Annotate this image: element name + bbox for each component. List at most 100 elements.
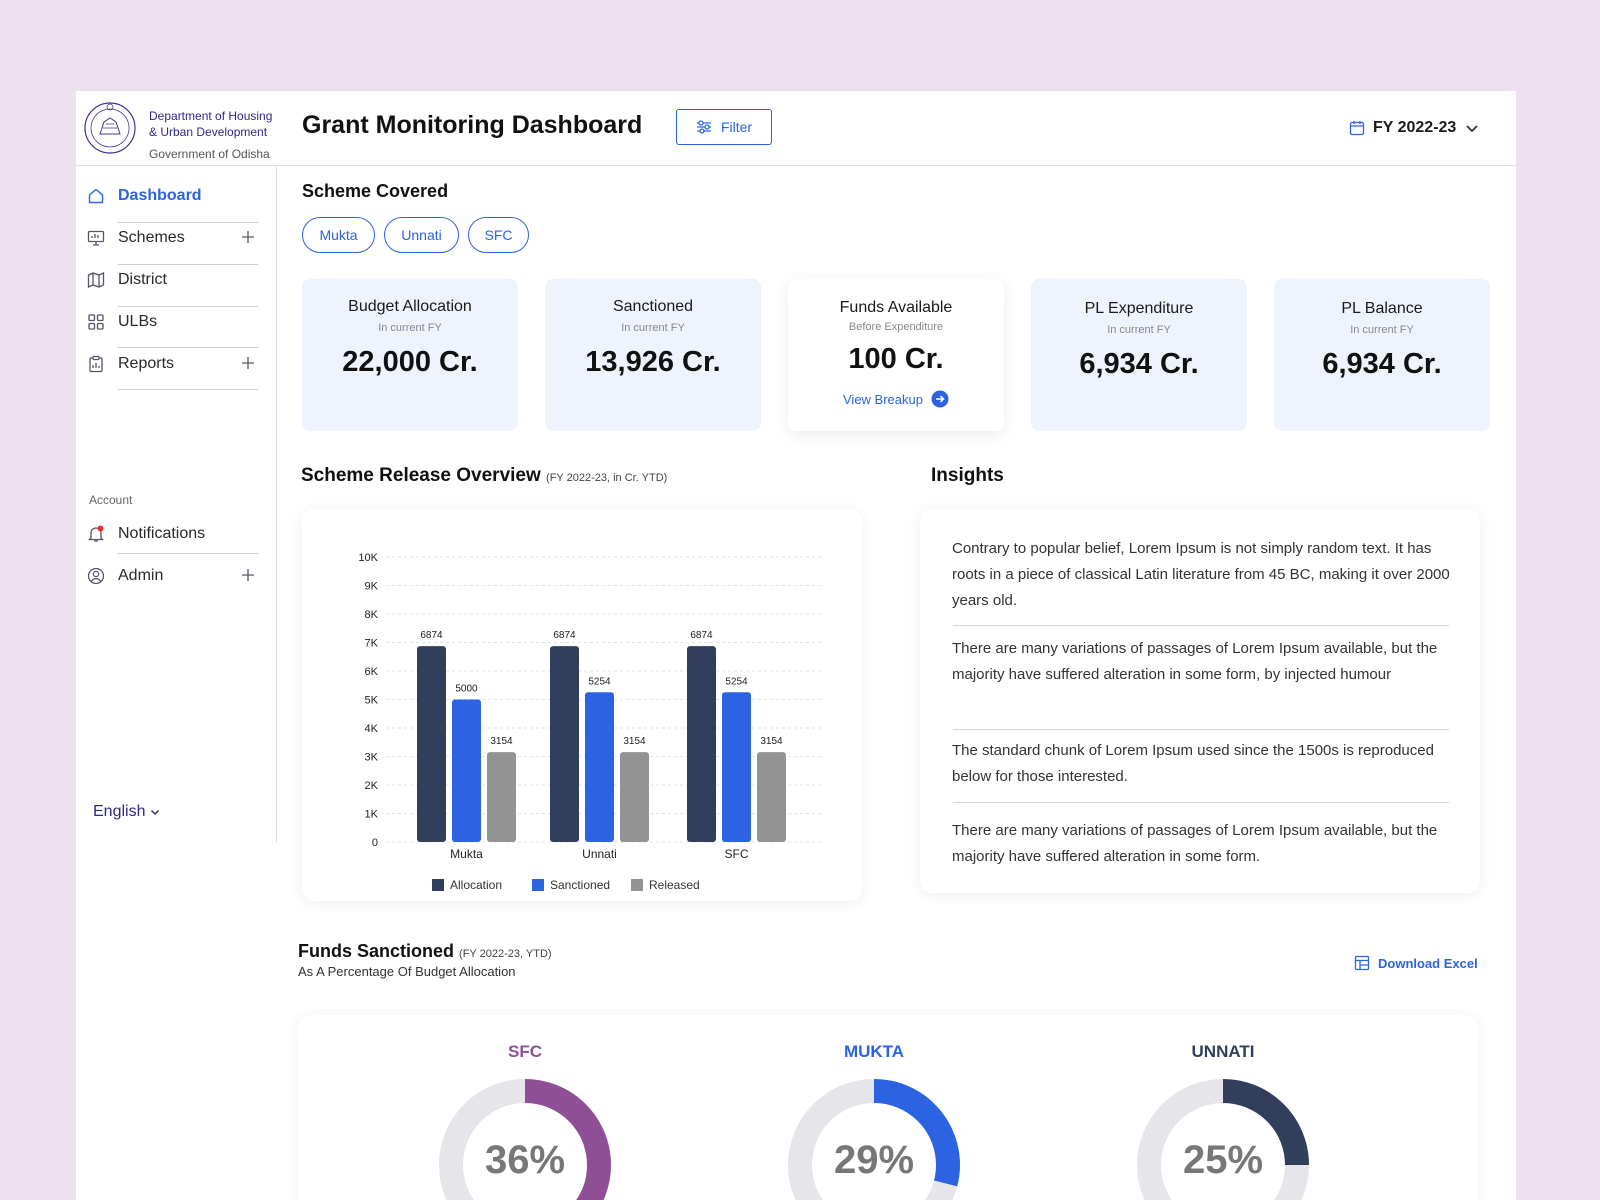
government-name: Government of Odisha [149, 147, 270, 161]
table-icon [1354, 955, 1370, 971]
bar-data-label: 5254 [588, 676, 611, 687]
divider [953, 802, 1449, 803]
card-title: PL Balance [1341, 300, 1423, 317]
divider [118, 553, 258, 554]
sidebar-item-ulbs[interactable]: ULBs [86, 301, 258, 342]
bar-data-label: 6874 [420, 630, 443, 641]
x-tick-label: Unnati [582, 847, 617, 861]
y-tick-label: 9K [365, 581, 379, 593]
funds-sanctioned-panel: SFC 36% MUKTA 29% UNNATI 25% [298, 1015, 1478, 1200]
card-subtitle: Before Expenditure [848, 321, 944, 333]
bar-sanctioned [585, 692, 614, 842]
sidebar-item-district[interactable]: District [86, 259, 258, 300]
plus-icon[interactable] [238, 227, 258, 247]
department-name-line1: Department of Housing [149, 109, 273, 123]
pl-balance-card: PL Balance In current FY 6,934 Cr. [1274, 279, 1490, 431]
bar-data-label: 3154 [623, 736, 646, 747]
calendar-icon [1349, 121, 1365, 136]
card-value: 22,000 Cr. [342, 346, 478, 378]
app-window: Department of Housing & Urban Developmen… [76, 91, 1516, 1200]
sidebar-item-label: ULBs [118, 312, 158, 330]
clipboard-icon [86, 354, 106, 374]
donut-title: MUKTA [843, 1042, 905, 1061]
donut-unnati: UNNATI 25% [1123, 1015, 1323, 1200]
bar-chart-svg: 0 1K 2K 3K 4K 5K 6K 7K 8K 9K 10K 6874 5000 3154 Mukta 6… [358, 552, 822, 892]
home-icon [86, 186, 106, 206]
y-tick-label: 3K [365, 752, 379, 764]
sliders-icon [696, 120, 711, 134]
funds-sanctioned-subtitle: (FY 2022-23, YTD) [459, 948, 552, 960]
card-title: PL Expenditure [1084, 300, 1194, 317]
sidebar-item-schemes[interactable]: Schemes [86, 217, 258, 258]
header: Department of Housing & Urban Developmen… [76, 91, 1516, 166]
y-tick-label: 1K [365, 809, 379, 821]
download-excel-label: Download Excel [1378, 955, 1478, 971]
fiscal-year-label: FY 2022-23 [1373, 119, 1457, 136]
arrow-right-circle-icon [931, 390, 949, 408]
department-logo[interactable]: Department of Housing & Urban Developmen… [82, 98, 282, 161]
sidebar-item-dashboard[interactable]: Dashboard [86, 175, 258, 216]
scheme-chip-sfc[interactable]: SFC [468, 217, 529, 253]
donut-chart-sfc [439, 1079, 611, 1200]
bar-released [620, 752, 649, 842]
fiscal-year-select[interactable]: FY 2022-23 [1349, 113, 1480, 143]
donut-mukta: MUKTA 29% [774, 1015, 974, 1200]
plus-icon[interactable] [238, 565, 258, 585]
sidebar-item-notifications[interactable]: Notifications [86, 513, 258, 554]
legend-label: Released [649, 878, 700, 892]
divider [118, 347, 258, 348]
monitor-icon [86, 228, 106, 248]
bar-allocation [417, 646, 446, 842]
map-icon [86, 270, 106, 290]
y-tick-label: 4K [365, 723, 379, 735]
x-tick-label: Mukta [450, 847, 483, 861]
divider [953, 625, 1449, 626]
y-tick-label: 5K [365, 695, 379, 707]
donut-title: UNNATI [1191, 1042, 1255, 1061]
scheme-chip-mukta[interactable]: Mukta [302, 217, 375, 253]
insight-item: Contrary to popular belief, Lorem Ipsum … [952, 540, 1450, 609]
budget-allocation-card: Budget Allocation In current FY 22,000 C… [302, 279, 518, 431]
y-tick-label: 6K [365, 666, 379, 678]
card-title: Funds Available [839, 299, 953, 316]
y-tick-label: 10K [358, 552, 378, 564]
download-excel-button[interactable]: Download Excel [1354, 955, 1478, 971]
donut-percent: 36% [484, 1138, 566, 1182]
card-title: Budget Allocation [348, 298, 472, 315]
view-breakup-link[interactable]: View Breakup [788, 390, 1004, 408]
insight-item: There are many variations of passages of… [952, 822, 1438, 865]
donut-chart-mukta [788, 1079, 960, 1200]
sidebar-item-label: Reports [118, 354, 175, 372]
donut-arc [439, 1079, 611, 1200]
divider [118, 389, 258, 390]
release-overview-chart: 0 1K 2K 3K 4K 5K 6K 7K 8K 9K 10K 6874 5000 3154 Mukta 6… [302, 509, 862, 901]
sidebar-item-admin[interactable]: Admin [86, 555, 258, 596]
donut-title: SFC [508, 1042, 542, 1061]
divider [118, 306, 258, 307]
scheme-chip-unnati[interactable]: Unnati [384, 217, 459, 253]
release-overview-title: Scheme Release Overview (FY 2022-23, in … [301, 465, 667, 487]
chevron-down-icon [151, 809, 160, 816]
bell-icon [86, 524, 106, 544]
insights-title: Insights [931, 465, 1004, 486]
release-overview-subtitle: (FY 2022-23, in Cr. YTD) [546, 472, 668, 484]
filter-button[interactable]: Filter [676, 109, 772, 145]
divider [953, 729, 1449, 730]
sidebar-item-reports[interactable]: Reports [86, 343, 258, 384]
department-name-line2: & Urban Development [149, 125, 268, 139]
language-select[interactable]: English [93, 803, 161, 821]
bar-data-label: 5254 [725, 676, 748, 687]
language-label: English [93, 803, 146, 820]
legend-swatch [532, 879, 544, 891]
sidebar-item-label: Notifications [118, 524, 206, 542]
bar-data-label: 5000 [455, 684, 478, 695]
bar-data-label: 3154 [760, 736, 783, 747]
legend-swatch [631, 879, 643, 891]
y-tick-label: 0 [372, 837, 378, 849]
funds-available-card: Funds Available Before Expenditure 100 C… [788, 279, 1004, 431]
plus-icon[interactable] [238, 353, 258, 373]
card-value: 100 Cr. [848, 343, 944, 375]
grid-icon [86, 312, 106, 332]
chevron-down-icon [1466, 125, 1478, 133]
card-subtitle: In current FY [621, 322, 685, 334]
